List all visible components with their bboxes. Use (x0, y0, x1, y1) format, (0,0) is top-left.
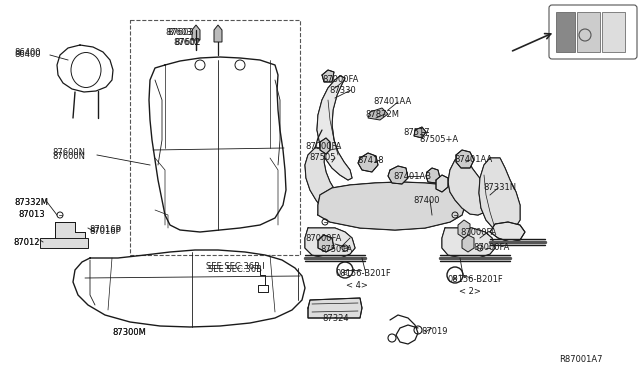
Text: 87600N: 87600N (52, 152, 85, 161)
Text: < 2>: < 2> (459, 287, 481, 296)
Text: 87401AA: 87401AA (454, 155, 492, 164)
Text: 87418: 87418 (357, 156, 383, 165)
Text: 87602: 87602 (174, 38, 200, 47)
Text: 87000FA: 87000FA (460, 228, 497, 237)
Text: R87001A7: R87001A7 (559, 355, 602, 364)
Polygon shape (436, 175, 448, 192)
Text: 87600N: 87600N (52, 148, 85, 157)
Polygon shape (448, 155, 490, 215)
Text: 87332M: 87332M (14, 198, 48, 207)
Polygon shape (322, 70, 334, 82)
Text: 87013: 87013 (18, 210, 45, 219)
Text: 87012: 87012 (13, 238, 40, 247)
Text: 87501A: 87501A (320, 245, 352, 254)
Polygon shape (602, 12, 625, 52)
Polygon shape (479, 158, 520, 232)
Polygon shape (308, 298, 362, 318)
Text: 87012: 87012 (13, 238, 40, 247)
Text: 87324: 87324 (322, 314, 349, 323)
Polygon shape (462, 235, 474, 252)
Polygon shape (556, 12, 575, 52)
Polygon shape (40, 238, 88, 248)
Polygon shape (426, 168, 440, 183)
Polygon shape (577, 12, 600, 52)
Text: B: B (452, 275, 458, 281)
Text: 87300M: 87300M (112, 328, 146, 337)
Polygon shape (305, 228, 355, 258)
Text: SEE SEC.36B: SEE SEC.36B (208, 265, 262, 274)
Text: 87000FA: 87000FA (305, 142, 341, 151)
Text: 87517: 87517 (403, 128, 429, 137)
Bar (130, 20, 300, 255)
FancyBboxPatch shape (549, 5, 637, 59)
Polygon shape (414, 127, 426, 138)
Text: B: B (342, 270, 348, 276)
Text: 87016P: 87016P (89, 225, 121, 234)
Polygon shape (442, 228, 495, 258)
Text: 08156-B201F: 08156-B201F (447, 275, 503, 284)
Polygon shape (490, 222, 525, 242)
Polygon shape (358, 153, 378, 172)
Text: 86400: 86400 (14, 48, 40, 57)
Polygon shape (192, 25, 200, 40)
Text: 87000FA: 87000FA (305, 234, 341, 243)
Polygon shape (305, 148, 338, 212)
Text: SEE SEC.36B: SEE SEC.36B (206, 262, 260, 271)
Text: 87000FA: 87000FA (473, 243, 509, 252)
Polygon shape (388, 166, 408, 184)
Text: 86400: 86400 (14, 50, 40, 59)
Text: 87330: 87330 (329, 86, 356, 95)
Text: 08156-B201F: 08156-B201F (336, 269, 392, 278)
Text: 87016P: 87016P (89, 227, 121, 236)
Text: 87872M: 87872M (365, 110, 399, 119)
Polygon shape (368, 108, 388, 120)
Text: 87013: 87013 (18, 210, 45, 219)
Polygon shape (320, 138, 330, 154)
Text: 87400: 87400 (413, 196, 440, 205)
Polygon shape (317, 76, 352, 180)
Polygon shape (318, 235, 334, 252)
Text: 87505+A: 87505+A (419, 135, 458, 144)
Text: < 4>: < 4> (346, 281, 368, 290)
Polygon shape (55, 222, 85, 245)
Text: 87300M: 87300M (112, 328, 146, 337)
Polygon shape (214, 25, 222, 42)
Text: 87505: 87505 (309, 153, 335, 162)
Text: 87401AB: 87401AB (393, 172, 431, 181)
Text: 87602: 87602 (173, 38, 200, 47)
Text: 87401AA: 87401AA (373, 97, 412, 106)
Text: 87603: 87603 (165, 28, 192, 37)
Text: 87000FA: 87000FA (322, 75, 358, 84)
Text: 87603: 87603 (167, 28, 194, 37)
Polygon shape (456, 150, 474, 168)
Text: 87331N: 87331N (483, 183, 516, 192)
Polygon shape (458, 220, 470, 238)
Polygon shape (318, 182, 465, 230)
Text: 87332M: 87332M (14, 198, 48, 207)
Text: 87019: 87019 (421, 327, 447, 336)
